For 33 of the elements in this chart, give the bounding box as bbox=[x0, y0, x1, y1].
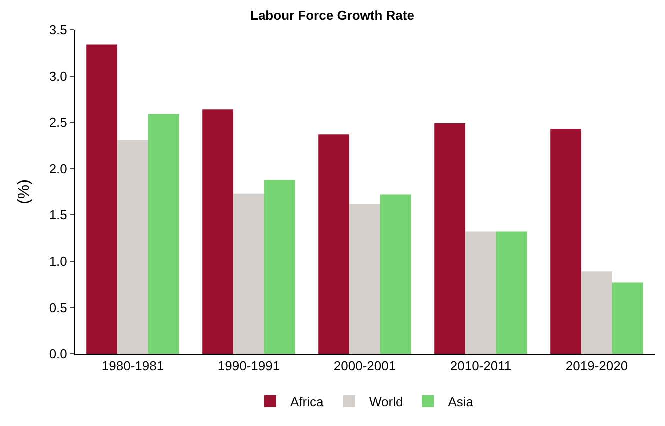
bar bbox=[318, 134, 350, 354]
y-tick-label: 2.0 bbox=[49, 161, 68, 176]
y-tick-label: 1.5 bbox=[49, 208, 68, 223]
bar bbox=[582, 272, 612, 354]
legend-label: World bbox=[370, 394, 404, 410]
y-tick-label: 0.0 bbox=[49, 346, 68, 362]
y-axis-title: (%) bbox=[16, 180, 34, 204]
bar bbox=[380, 194, 412, 354]
bar bbox=[86, 44, 118, 354]
y-tick-label: 0.5 bbox=[49, 300, 68, 316]
x-tick-label: 1980-1981 bbox=[102, 358, 164, 374]
bar bbox=[434, 124, 466, 354]
legend-label: Asia bbox=[448, 394, 474, 410]
bar bbox=[466, 232, 496, 354]
x-tick-label: 2000-2001 bbox=[334, 358, 396, 374]
bar bbox=[234, 194, 264, 354]
chart-title: Labour Force Growth Rate bbox=[250, 8, 414, 23]
bar bbox=[496, 232, 528, 354]
bar bbox=[264, 180, 296, 354]
y-tick-label: 3.0 bbox=[49, 68, 68, 84]
legend-label: Africa bbox=[290, 394, 324, 410]
y-tick-label: 3.5 bbox=[49, 22, 68, 38]
x-tick-label: 2010-2011 bbox=[450, 358, 512, 374]
y-tick-label: 1.0 bbox=[49, 254, 68, 269]
x-tick-label: 2019-2020 bbox=[566, 358, 628, 374]
bar bbox=[350, 204, 380, 354]
bar bbox=[202, 110, 234, 354]
x-tick-label: 1990-1991 bbox=[218, 358, 280, 374]
y-tick-label: 2.5 bbox=[49, 115, 68, 130]
bar bbox=[550, 129, 582, 354]
bar bbox=[612, 282, 644, 354]
bar bbox=[148, 114, 180, 354]
bar bbox=[118, 140, 148, 354]
